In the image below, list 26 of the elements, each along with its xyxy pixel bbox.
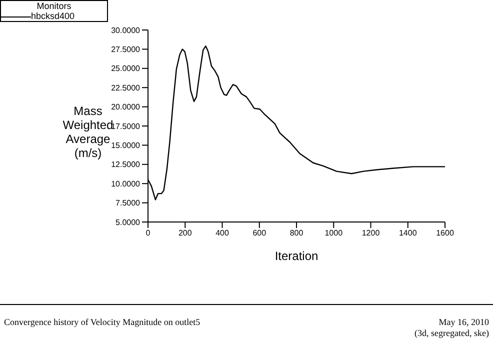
y-tick-label: 30.0000 [111, 26, 141, 35]
x-tick-label: 0 [146, 228, 151, 238]
text: Convergence history of Velocity Magnitude on outlet5 [4, 317, 200, 327]
y-tick-label: 25.0000 [111, 64, 141, 74]
text: May 16, 2010 [438, 317, 489, 327]
x-tick-label: 1400 [398, 228, 418, 238]
x-tick-label: 1600 [436, 228, 454, 238]
legend-title: Monitors [36, 1, 72, 11]
legend-label: hbcksd400 [31, 11, 75, 21]
x-tick-label: 200 [178, 228, 192, 238]
x-tick-label: 1200 [362, 228, 380, 238]
y-tick-label: 20.0000 [111, 102, 141, 112]
y-tick-label: 7.5000 [116, 198, 141, 208]
y-tick-label: 17.5000 [111, 122, 141, 131]
y-tick-label: 15.0000 [111, 141, 141, 150]
x-tick-label: 1000 [324, 228, 344, 238]
y-tick-label: 22.5000 [111, 83, 141, 92]
y-tick-label: 5.0000 [116, 218, 141, 227]
x-tick-label: 400 [216, 228, 230, 238]
y-tick-label: 10.0000 [111, 179, 141, 188]
y-tick-label: 12.5000 [111, 160, 141, 170]
text: (3d, segregated, ske) [414, 328, 489, 338]
x-tick-label: 600 [252, 228, 267, 238]
x-axis-title: Iteration [274, 249, 318, 263]
x-tick-label: 800 [290, 228, 304, 238]
y-tick-label: 27.5000 [111, 45, 141, 54]
